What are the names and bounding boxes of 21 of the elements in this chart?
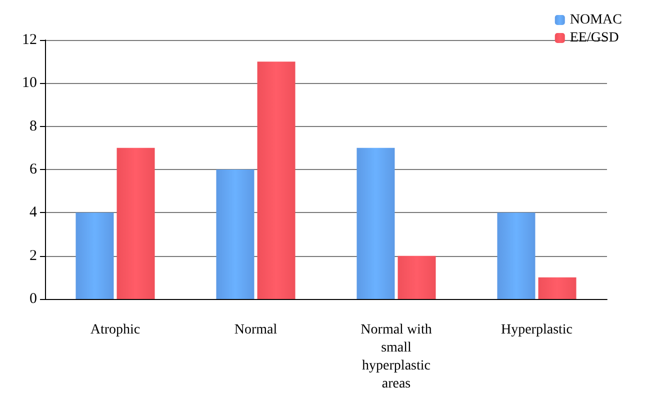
bar	[538, 277, 576, 299]
y-tick-label: 6	[30, 162, 38, 178]
legend-label: NOMAC	[570, 12, 622, 28]
y-tick-label: 10	[22, 75, 37, 92]
bar	[76, 212, 114, 299]
y-tick-label: 12	[22, 32, 37, 48]
y-tick-label: 8	[30, 118, 37, 134]
bar	[216, 170, 254, 299]
x-tick-label: Hyperplastic	[500, 322, 573, 338]
x-tick-label: Atrophic	[90, 322, 140, 338]
bar	[497, 212, 536, 299]
y-tick-label: 0	[30, 291, 37, 307]
x-tick-label: Normal with small hyperplastic areas	[360, 322, 432, 392]
bar	[257, 62, 296, 299]
bar	[398, 256, 436, 299]
bar	[356, 148, 395, 299]
y-tick-label: 4	[30, 204, 38, 221]
legend-label: EE/GSD	[570, 30, 619, 46]
bar	[116, 148, 155, 299]
x-tick-label: Normal	[234, 322, 278, 338]
y-tick-label: 2	[30, 248, 37, 264]
